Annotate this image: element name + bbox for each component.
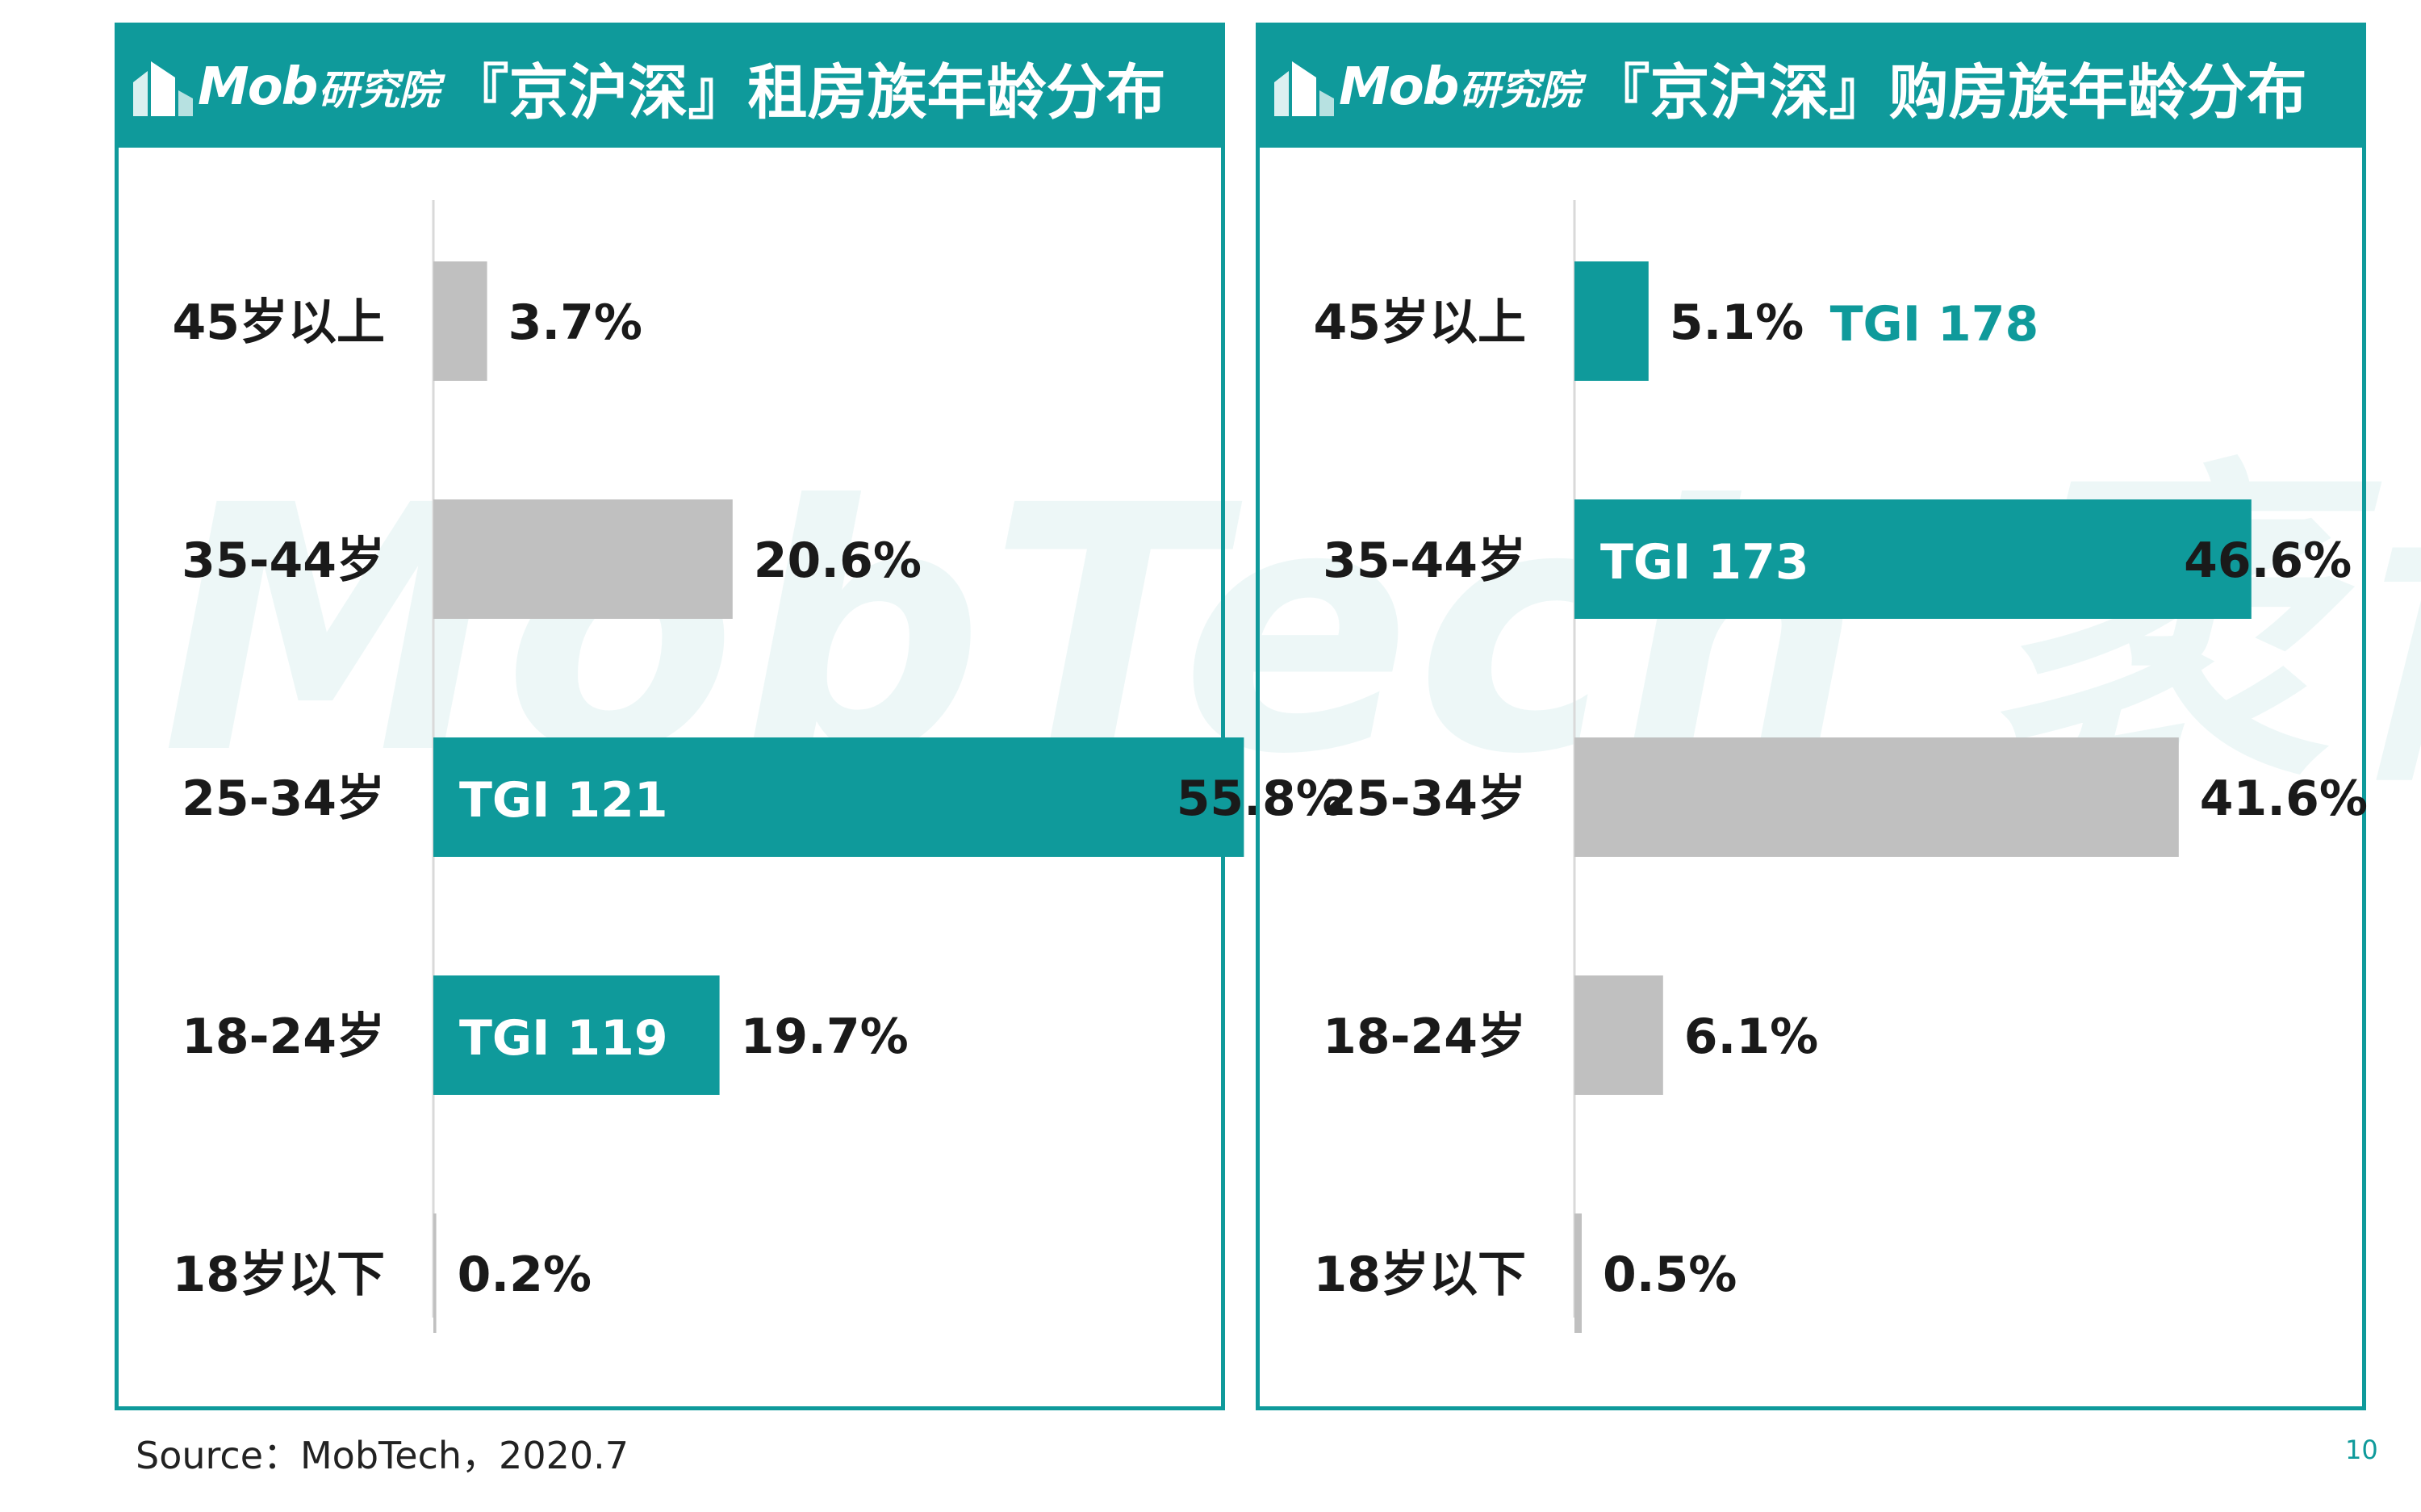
category-label: 25-34岁 (182, 771, 385, 827)
value-label: 3.7% (508, 294, 642, 351)
category-label: 18岁以下 (1314, 1247, 1527, 1303)
mob-building-icon (133, 61, 193, 116)
category-label: 45岁以上 (173, 294, 386, 351)
value-label: 55.8% (1177, 771, 1344, 827)
tgi-label: TGI 121 (459, 772, 668, 829)
value-label: 20.6% (754, 533, 922, 589)
tgi-label: TGI 178 (1830, 296, 2039, 353)
mob-logo: Mob 研究院 (128, 53, 439, 121)
bar (1574, 499, 2252, 619)
tgi-label: TGI 119 (459, 1010, 668, 1067)
rental-age-panel: Mob 研究院 『京沪深』租房族年龄分布 45岁以上 3.7% 35-44岁 20.6… (115, 23, 1344, 1410)
logo-sub: 研究院 (318, 67, 440, 114)
category-label: 18-24岁 (182, 1009, 385, 1065)
category-label: 35-44岁 (182, 533, 385, 589)
bar (1574, 261, 1649, 381)
mob-logo: Mob 研究院 (1269, 53, 1580, 121)
category-label: 18岁以下 (173, 1247, 386, 1303)
chart-title: 『京沪深』购房族年龄分布 (1590, 57, 2307, 127)
panel-header: Mob 研究院 『京沪深』租房族年龄分布 (119, 27, 1221, 148)
chart-title: 『京沪深』租房族年龄分布 (449, 57, 1166, 127)
mob-building-icon (1274, 61, 1334, 116)
bar (433, 261, 487, 381)
category-label: 18-24岁 (1323, 1009, 1526, 1065)
bar (1574, 737, 2179, 857)
purchase-age-chart: 45岁以上 5.1% TGI 178 35-44岁 46.6% TGI 173 25-34岁… (1314, 200, 2368, 1333)
bar (433, 975, 720, 1095)
logo-sub: 研究院 (1459, 67, 1581, 114)
value-label: 19.7% (741, 1009, 909, 1065)
bar (433, 737, 1244, 857)
bar (1574, 975, 1663, 1095)
logo-brand: Mob (198, 57, 318, 117)
bar (1574, 1213, 1582, 1333)
panel-header: Mob 研究院 『京沪深』购房族年龄分布 (1260, 27, 2362, 148)
value-label: 0.5% (1603, 1247, 1737, 1303)
value-label: 41.6% (2200, 771, 2368, 827)
category-label: 45岁以上 (1314, 294, 1527, 351)
bar (433, 499, 733, 619)
value-label: 6.1% (1684, 1009, 1818, 1065)
logo-brand: Mob (1339, 57, 1459, 117)
value-label: 0.2% (458, 1247, 592, 1303)
category-label: 25-34岁 (1323, 771, 1526, 827)
rental-age-chart: 45岁以上 3.7% 35-44岁 20.6% 25-34岁 55.8% TGI 121 18… (173, 200, 1344, 1333)
source-note: Source：MobTech，2020.7 (136, 1434, 629, 1477)
category-label: 35-44岁 (1323, 533, 1526, 589)
bar (433, 1213, 437, 1333)
value-label: 46.6% (2184, 533, 2352, 589)
value-label: 5.1% (1670, 294, 1804, 351)
page-number: 10 (2345, 1435, 2378, 1465)
purchase-age-panel: Mob 研究院 『京沪深』购房族年龄分布 45岁以上 5.1% TGI 178 35-… (1256, 23, 2368, 1410)
tgi-label: TGI 173 (1600, 534, 1809, 591)
